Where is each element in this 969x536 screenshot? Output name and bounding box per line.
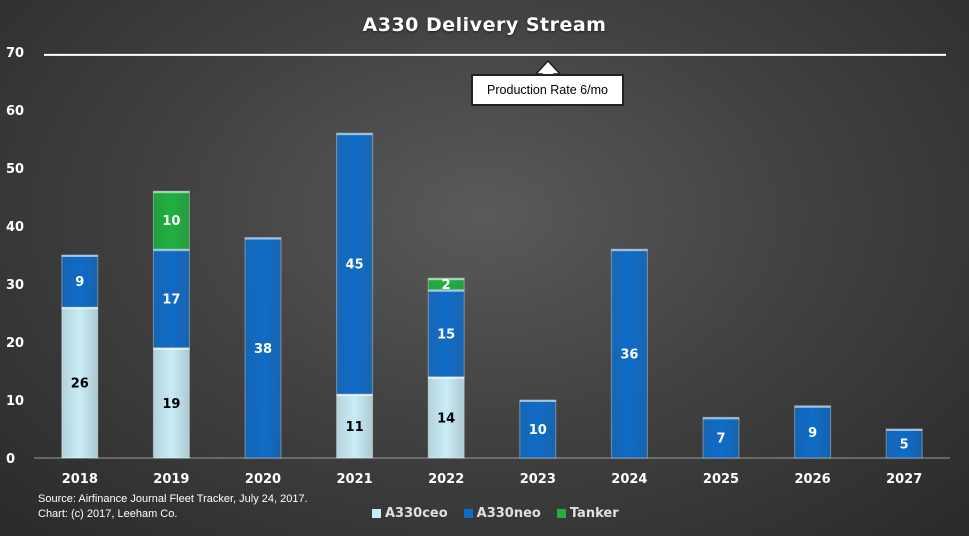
y-tick-label: 60 [6, 104, 24, 119]
x-category-label: 2024 [611, 472, 647, 487]
bar-top-edge [153, 347, 190, 350]
data-label: 7 [716, 432, 725, 447]
credit-line: Chart: (c) 2017, Leeham Co. [38, 508, 178, 520]
data-label: 19 [162, 397, 180, 412]
bar-a330neo-2025 [702, 416, 740, 459]
y-tick-label: 70 [6, 46, 24, 61]
bar-top-edge [519, 400, 556, 402]
bar-top-edge [153, 191, 190, 194]
bar-a330neo-2026 [794, 405, 832, 459]
y-tick-label: 0 [6, 452, 15, 467]
data-label: 45 [346, 258, 364, 273]
bar-top-edge [336, 133, 373, 136]
source-line: Source: Airfinance Journal Fleet Tracker… [38, 493, 308, 505]
bar-a330neo-2022 [427, 289, 465, 378]
data-label: 2 [442, 278, 451, 293]
legend-swatch-a330neo [463, 509, 473, 518]
bar-top-edge [61, 307, 98, 310]
x-category-label: 2026 [795, 472, 831, 487]
legend-label-tanker: Tanker [569, 506, 619, 521]
bar-top-edge [428, 278, 465, 281]
x-category-label: 2022 [428, 472, 464, 487]
y-tick-label: 50 [6, 162, 24, 177]
data-label: 15 [437, 327, 455, 342]
x-category-label: 2025 [703, 472, 739, 487]
legend-item-tanker: Tanker [556, 506, 619, 521]
y-tick-label: 10 [6, 394, 24, 409]
data-label: 5 [900, 438, 909, 453]
bar-top-edge [245, 237, 281, 240]
legend-label-a330ceo: A330ceo [385, 506, 448, 521]
data-label: 10 [529, 423, 547, 438]
legend-item-a330ceo: A330ceo [372, 506, 448, 521]
data-label: 10 [162, 214, 180, 229]
bar-a330ceo-2022 [427, 376, 465, 459]
bar-top-edge [153, 249, 190, 252]
data-label: 9 [808, 426, 817, 441]
x-category-label: 2020 [245, 472, 281, 487]
bar-top-edge [428, 376, 465, 379]
x-category-label: 2027 [886, 472, 922, 487]
data-label: 26 [71, 377, 89, 392]
bar-top-edge [428, 289, 465, 292]
bar-top-edge [703, 417, 739, 420]
legend: A330ceo A330neo Tanker [372, 506, 619, 521]
data-label: 11 [346, 420, 364, 435]
bar-top-edge [886, 429, 923, 431]
data-label: 36 [620, 348, 638, 363]
data-label: 38 [254, 342, 272, 357]
bar-tanker-2019 [152, 190, 190, 250]
legend-item-a330neo: A330neo [463, 506, 541, 521]
bar-top-edge [794, 405, 831, 408]
legend-label-a330neo: A330neo [476, 506, 541, 521]
y-tick-label: 20 [6, 336, 24, 351]
data-label: 14 [437, 411, 455, 426]
x-category-label: 2021 [337, 472, 373, 487]
bar-a330neo-2020 [244, 237, 282, 459]
data-label: 17 [162, 293, 180, 308]
bar-top-edge [61, 255, 98, 257]
source-note: Source: Airfinance Journal Fleet Tracker… [38, 492, 308, 522]
bar-a330ceo-2019 [152, 347, 190, 459]
data-label: 9 [75, 275, 84, 290]
x-category-label: 2019 [153, 472, 189, 487]
legend-swatch-tanker [556, 509, 566, 518]
bar-a330neo-2021 [336, 132, 374, 395]
production-rate-callout: Production Rate 6/mo [471, 74, 624, 106]
y-tick-label: 30 [6, 278, 24, 293]
x-category-label: 2018 [62, 472, 98, 487]
x-category-label: 2023 [520, 472, 556, 487]
bar-top-edge [611, 249, 648, 252]
y-tick-label: 40 [6, 220, 24, 235]
bar-top-edge [336, 394, 373, 397]
bar-a330neo-2023 [519, 399, 557, 459]
chart-title: A330 Delivery Stream [362, 14, 607, 36]
bar-a330neo-2018 [61, 254, 99, 308]
legend-swatch-a330ceo [372, 509, 381, 518]
